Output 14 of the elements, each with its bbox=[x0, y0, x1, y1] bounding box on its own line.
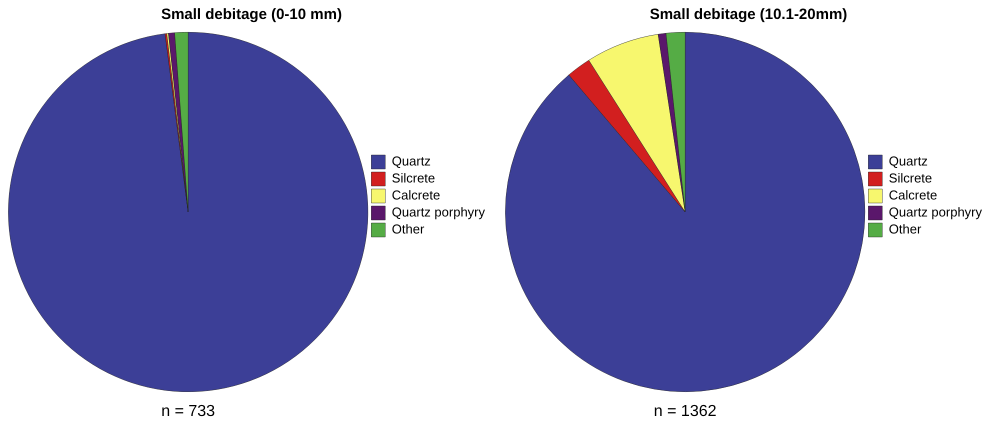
legend-label: Quartz bbox=[888, 154, 928, 169]
legend-label: Calcrete bbox=[888, 188, 938, 203]
text: n = 1362 bbox=[654, 403, 717, 420]
legend-label: Calcrete bbox=[392, 188, 440, 203]
legend-label: Other bbox=[888, 222, 922, 237]
text: n = 733 bbox=[161, 403, 216, 420]
legend-label: Silcrete bbox=[392, 170, 436, 186]
chart-title: Small debitage (0-10 mm) bbox=[161, 6, 342, 24]
legend-label: Quartz porphyry bbox=[392, 204, 486, 220]
chart-title: Small debitage (10.1-20mm) bbox=[650, 6, 848, 24]
legend-label: Other bbox=[392, 222, 425, 237]
legend-label: Silcrete bbox=[888, 170, 932, 186]
legend-label: Quartz bbox=[392, 154, 431, 169]
legend-label: Quartz porphyry bbox=[888, 204, 982, 220]
